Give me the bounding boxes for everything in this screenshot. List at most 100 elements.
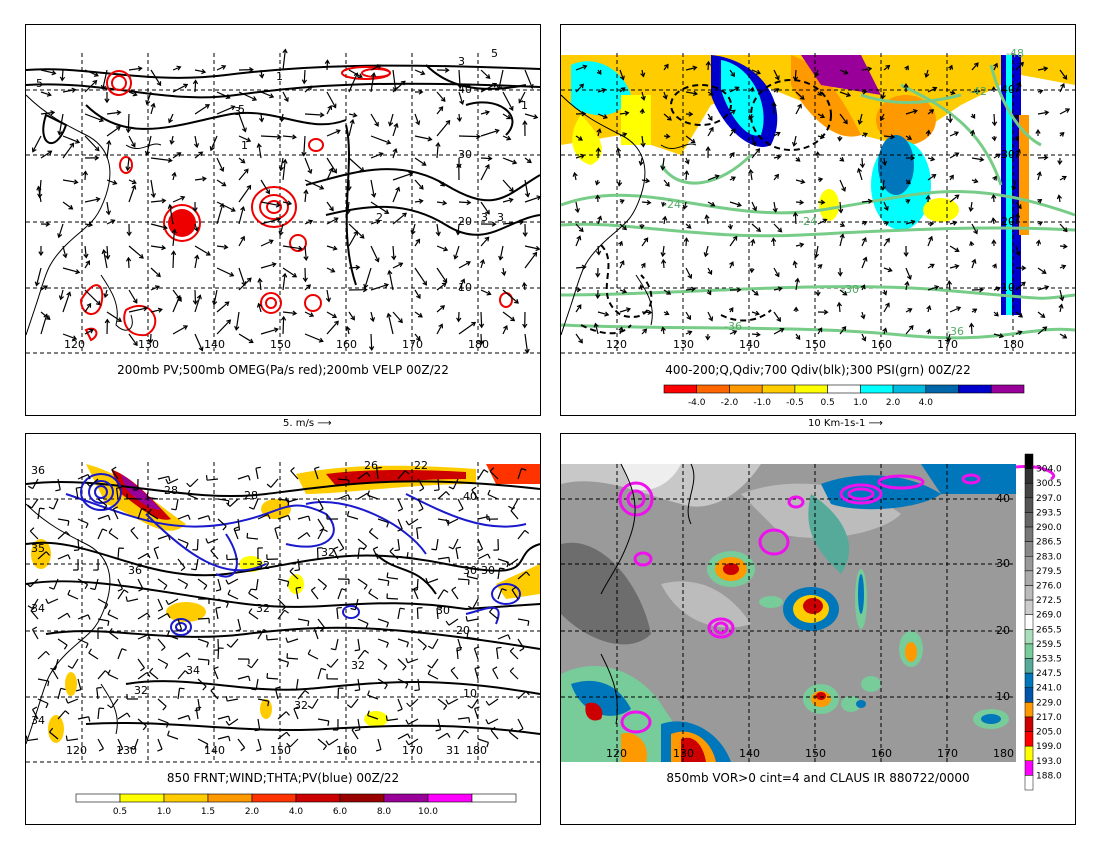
- contour-label: -30: [841, 283, 859, 296]
- wind-barb: [277, 598, 287, 608]
- wind-barb-flag: [375, 749, 382, 752]
- colorbar-swatch: [1024, 702, 1034, 718]
- wind-barb: [337, 478, 350, 481]
- wind-arrow-head: [991, 136, 997, 142]
- colorbar-label: 300.5: [1036, 479, 1062, 489]
- wind-arrow-head: [572, 171, 578, 177]
- wind-arrow-head: [319, 112, 325, 118]
- wind-arrow: [970, 201, 973, 211]
- wind-arrow-head: [50, 110, 56, 116]
- colorbar-swatch: [119, 793, 165, 803]
- contour-label: 28: [164, 484, 178, 497]
- wind-barb-flag: [233, 526, 239, 530]
- wind-arrow: [749, 169, 753, 181]
- wind-arrow-head: [1017, 330, 1023, 336]
- wind-arrow: [927, 174, 936, 181]
- wind-barb: [157, 718, 169, 724]
- wind-barb-flag: [399, 607, 405, 610]
- wind-barb-flag: [207, 515, 211, 521]
- wind-arrow-head: [754, 310, 760, 316]
- wind-arrow-head: [485, 163, 490, 170]
- wind-barb: [297, 618, 309, 622]
- wind-arrow-head: [771, 101, 777, 107]
- wind-barb: [313, 468, 319, 480]
- wind-arrow: [168, 113, 174, 123]
- wind-arrow-head: [395, 186, 401, 192]
- wind-arrow: [861, 257, 867, 269]
- wind-arrow: [326, 129, 341, 137]
- wind-arrow-head: [256, 142, 262, 148]
- colorbar-label: 1.5: [201, 807, 215, 817]
- wind-arrow: [348, 113, 357, 117]
- wind-arrow: [480, 259, 484, 269]
- contour-label: 36: [31, 464, 45, 477]
- wind-arrow: [751, 223, 761, 232]
- wind-barb-flag: [126, 712, 131, 718]
- wind-arrow-head: [576, 304, 582, 310]
- wind-arrow-head: [478, 340, 484, 346]
- wind-barb: [437, 556, 449, 560]
- wind-arrow-head: [817, 91, 822, 97]
- wind-arrow: [751, 333, 760, 336]
- colorbar-swatch: [427, 793, 473, 803]
- wind-barb-flag: [202, 686, 207, 691]
- wind-arrow: [392, 69, 397, 91]
- wind-barb-flag: [363, 584, 368, 590]
- wind-barb-flag: [256, 748, 262, 752]
- wind-arrow: [480, 69, 491, 79]
- wind-arrow: [817, 113, 825, 118]
- wind-barb: [448, 618, 459, 626]
- wind-barb-flag: [466, 632, 469, 638]
- colorbar-swatch: [663, 384, 698, 394]
- wind-arrow-head: [1020, 281, 1026, 287]
- wind-arrow-head: [577, 136, 583, 141]
- wind-barb: [147, 496, 159, 500]
- wind-arrow: [971, 62, 979, 71]
- wind-arrow-head: [457, 83, 463, 89]
- wind-barb: [197, 578, 208, 586]
- wind-arrow-head: [535, 245, 541, 252]
- wind-arrow-head: [352, 112, 358, 118]
- wind-arrow: [619, 260, 625, 269]
- wind-arrow: [641, 135, 645, 147]
- wind-arrow: [128, 289, 138, 304]
- wind-arrow-head: [508, 105, 514, 111]
- wind-barb-flag: [333, 546, 339, 550]
- wind-barb: [133, 738, 139, 750]
- wind-arrow-head: [662, 94, 668, 100]
- wind-arrow-head: [194, 254, 200, 260]
- wind-arrow: [498, 69, 504, 90]
- wind-arrow: [348, 266, 360, 269]
- wind-barb-flag: [474, 666, 480, 670]
- wind-barb-flag: [87, 614, 91, 620]
- colorbar-swatch: [1024, 745, 1034, 762]
- lat-label: 20: [996, 624, 1010, 637]
- panel-200mb-pv-omega: 120 130 140 150 160 170 180 40 30 20 10 …: [25, 24, 542, 416]
- wind-barb-flag: [254, 729, 260, 732]
- wind-arrow: [882, 179, 885, 190]
- wind-arrow: [260, 218, 281, 225]
- wind-barb: [517, 529, 526, 540]
- wind-barb-flag: [107, 704, 112, 709]
- wind-barb-flag: [125, 596, 128, 602]
- colorbar-swatch: [1024, 716, 1034, 732]
- wind-barb: [452, 538, 459, 550]
- wind-arrow: [524, 196, 541, 203]
- wind-arrow-head: [201, 68, 207, 75]
- wind-barb: [97, 514, 109, 520]
- wind-arrow-head: [660, 258, 667, 264]
- wind-barb: [274, 688, 279, 700]
- wind-barb-flag: [406, 552, 409, 558]
- wind-arrow-head: [979, 156, 985, 162]
- wind-barb: [437, 518, 449, 522]
- wind-arrow: [524, 333, 529, 353]
- wind-arrow: [370, 152, 383, 159]
- wind-arrow: [1015, 311, 1023, 318]
- wind-barb-flag: [147, 634, 151, 640]
- wind-barb-flag: [102, 528, 108, 532]
- lon-label: 130: [673, 338, 694, 351]
- wind-barb: [277, 658, 289, 663]
- wind-barb: [228, 718, 239, 726]
- wind-arrow-head: [708, 316, 714, 322]
- colorbar-swatch: [1024, 512, 1034, 528]
